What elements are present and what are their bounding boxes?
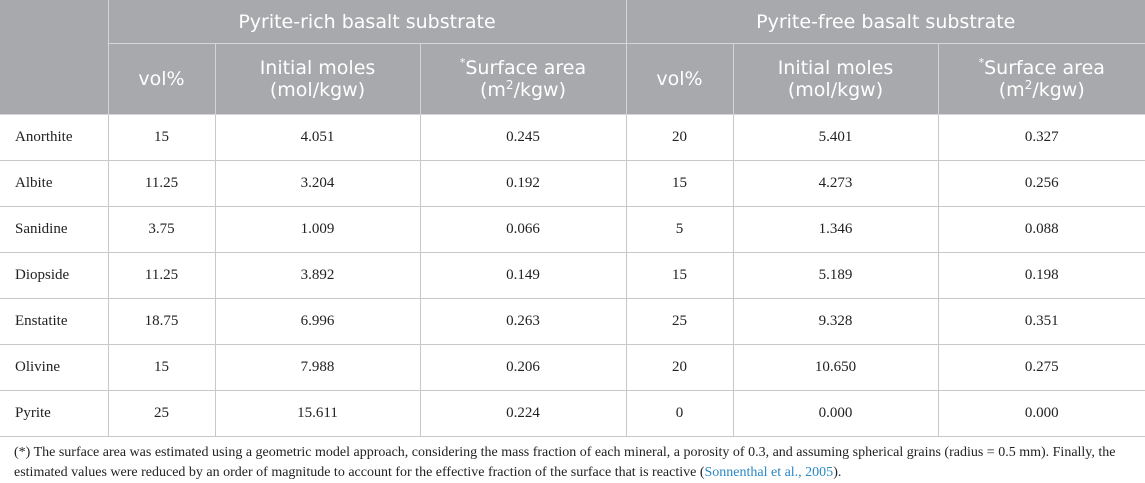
moles-label-line2: (mol/kgw) <box>269 79 366 101</box>
area-cell-rich: 0.066 <box>420 206 627 253</box>
table-row: Pyrite 25 15.611 0.224 0 0.000 0.000 <box>0 390 1145 437</box>
area-label-line1: Surface area <box>465 57 587 79</box>
vol-cell-rich: 15 <box>108 114 216 161</box>
col-header-vol: vol% <box>626 43 734 115</box>
col-header-initial-moles: Initial moles (mol/kgw) <box>733 43 939 115</box>
moles-cell-rich: 3.204 <box>215 160 421 207</box>
vol-cell-free: 25 <box>626 298 734 345</box>
footnote-marker: * <box>459 56 466 69</box>
sub-header-row: vol% Initial moles (mol/kgw) *Surface are… <box>0 43 1145 115</box>
area-cell-free: 0.256 <box>938 160 1145 207</box>
area-cell-rich: 0.224 <box>420 390 627 437</box>
moles-label-line1: Initial moles <box>777 57 894 79</box>
moles-cell-rich: 7.988 <box>215 344 421 391</box>
area-cell-rich: 0.192 <box>420 160 627 207</box>
moles-cell-rich: 15.611 <box>215 390 421 437</box>
vol-cell-free: 15 <box>626 252 734 299</box>
moles-cell-free: 4.273 <box>733 160 939 207</box>
citation-link[interactable]: Sonnenthal et al., 2005 <box>704 465 834 480</box>
moles-cell-free: 0.000 <box>733 390 939 437</box>
group-header-row: Pyrite-rich basalt substrate Pyrite-free… <box>0 0 1145 44</box>
vol-cell-free: 20 <box>626 344 734 391</box>
vol-cell-rich: 11.25 <box>108 160 216 207</box>
moles-cell-rich: 4.051 <box>215 114 421 161</box>
moles-cell-free: 1.346 <box>733 206 939 253</box>
footnote-marker: * <box>978 56 985 69</box>
col-header-surface-area: *Surface area (m2/kgw) <box>420 43 627 115</box>
area-cell-rich: 0.206 <box>420 344 627 391</box>
mineral-name: Albite <box>0 160 109 207</box>
mineral-name: Sanidine <box>0 206 109 253</box>
area-cell-rich: 0.245 <box>420 114 627 161</box>
moles-cell-free: 10.650 <box>733 344 939 391</box>
vol-cell-free: 5 <box>626 206 734 253</box>
vol-cell-free: 15 <box>626 160 734 207</box>
moles-cell-rich: 3.892 <box>215 252 421 299</box>
vol-cell-rich: 18.75 <box>108 298 216 345</box>
col-header-surface-area: *Surface area (m2/kgw) <box>938 43 1145 115</box>
group-header-pyrite-rich: Pyrite-rich basalt substrate <box>108 0 627 44</box>
mineral-name: Enstatite <box>0 298 109 345</box>
table-row: Anorthite 15 4.051 0.245 20 5.401 0.327 <box>0 114 1145 161</box>
vol-cell-free: 20 <box>626 114 734 161</box>
mineral-composition-table: Pyrite-rich basalt substrate Pyrite-free… <box>0 0 1145 437</box>
moles-cell-rich: 1.009 <box>215 206 421 253</box>
area-unit-exponent: 2 <box>505 78 514 92</box>
vol-cell-rich: 15 <box>108 344 216 391</box>
corner-cell <box>0 0 109 44</box>
table-body: Anorthite 15 4.051 0.245 20 5.401 0.327 Albite 1… <box>0 114 1145 437</box>
vol-cell-rich: 25 <box>108 390 216 437</box>
group-header-pyrite-free: Pyrite-free basalt substrate <box>626 0 1145 44</box>
mineral-name: Anorthite <box>0 114 109 161</box>
moles-cell-free: 5.189 <box>733 252 939 299</box>
corner-cell-lower <box>0 43 109 115</box>
mineral-name: Olivine <box>0 344 109 391</box>
table-row: Sanidine 3.75 1.009 0.066 5 1.346 0.088 <box>0 206 1145 253</box>
col-header-vol: vol% <box>108 43 216 115</box>
area-cell-rich: 0.263 <box>420 298 627 345</box>
footnote-end: ). <box>833 465 842 480</box>
area-cell-free: 0.198 <box>938 252 1145 299</box>
vol-cell-free: 0 <box>626 390 734 437</box>
area-unit-pre: (m <box>480 79 506 101</box>
vol-cell-rich: 3.75 <box>108 206 216 253</box>
table-row: Olivine 15 7.988 0.206 20 10.650 0.275 <box>0 344 1145 391</box>
area-label-line1: Surface area <box>984 57 1105 79</box>
area-cell-free: 0.000 <box>938 390 1145 437</box>
vol-label: vol% <box>656 68 703 90</box>
area-unit-pre: (m <box>998 79 1025 101</box>
area-cell-free: 0.088 <box>938 206 1145 253</box>
col-header-initial-moles: Initial moles (mol/kgw) <box>215 43 421 115</box>
area-unit-exponent: 2 <box>1024 78 1033 92</box>
area-cell-free: 0.327 <box>938 114 1145 161</box>
area-cell-free: 0.275 <box>938 344 1145 391</box>
area-unit-post: /kgw) <box>1032 79 1085 101</box>
table-row: Enstatite 18.75 6.996 0.263 25 9.328 0.351 <box>0 298 1145 345</box>
table-row: Albite 11.25 3.204 0.192 15 4.273 0.256 <box>0 160 1145 207</box>
area-unit-post: /kgw) <box>513 79 566 101</box>
area-cell-free: 0.351 <box>938 298 1145 345</box>
mineral-name: Diopside <box>0 252 109 299</box>
table-footnote: (*) The surface area was estimated using… <box>14 443 1142 483</box>
vol-cell-rich: 11.25 <box>108 252 216 299</box>
table-row: Diopside 11.25 3.892 0.149 15 5.189 0.198 <box>0 252 1145 299</box>
moles-label-line1: Initial moles <box>259 57 376 79</box>
moles-cell-free: 5.401 <box>733 114 939 161</box>
area-cell-rich: 0.149 <box>420 252 627 299</box>
moles-label-line2: (mol/kgw) <box>787 79 884 101</box>
moles-cell-rich: 6.996 <box>215 298 421 345</box>
vol-label: vol% <box>138 68 185 90</box>
footnote-text: (*) The surface area was estimated using… <box>14 445 1116 480</box>
mineral-name: Pyrite <box>0 390 109 437</box>
moles-cell-free: 9.328 <box>733 298 939 345</box>
